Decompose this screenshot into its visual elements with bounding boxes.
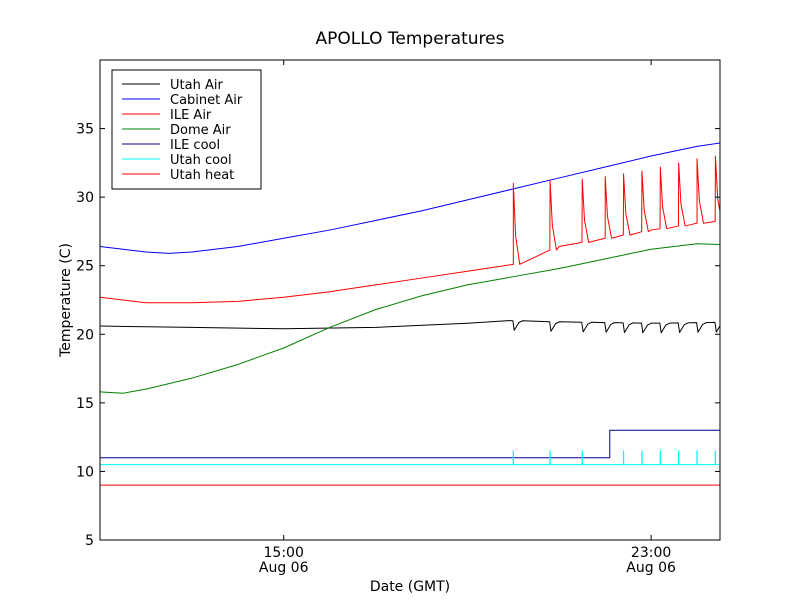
y-tick-label: 15 (76, 396, 94, 412)
y-tick-label: 5 (85, 533, 94, 549)
series-line-cabinet-air (100, 142, 720, 254)
series-line-ile-air (100, 155, 720, 304)
series-line-ile-cool (100, 429, 720, 459)
x-tick-date-label: Aug 06 (626, 560, 676, 576)
y-tick-label: 20 (76, 327, 94, 343)
x-tick-date-label: Aug 06 (259, 560, 309, 576)
series-line-dome-air (100, 243, 720, 394)
legend-label: ILE Air (170, 108, 212, 123)
series-line-utah-cool (100, 450, 720, 466)
x-tick-time-label: 15:00 (264, 545, 304, 561)
y-tick-label: 25 (76, 259, 94, 275)
legend-label: Utah Air (170, 78, 223, 93)
x-axis-label: Date (GMT) (370, 579, 450, 595)
legend-label: Utah heat (170, 168, 234, 183)
x-tick-time-label: 23:00 (631, 545, 671, 561)
y-tick-label: 30 (76, 190, 94, 206)
y-tick-label: 35 (76, 122, 94, 138)
legend-label: Cabinet Air (170, 93, 243, 108)
series-line-utah-air (100, 320, 720, 334)
y-axis-label: Temperature (C) (58, 243, 74, 358)
legend-label: ILE cool (170, 138, 220, 153)
series-layer (100, 142, 720, 486)
y-tick-label: 10 (76, 464, 94, 480)
chart-title: APOLLO Temperatures (316, 29, 505, 49)
legend-label: Dome Air (170, 123, 231, 138)
plot-frame (99, 59, 721, 541)
legend-label: Utah cool (170, 153, 232, 168)
